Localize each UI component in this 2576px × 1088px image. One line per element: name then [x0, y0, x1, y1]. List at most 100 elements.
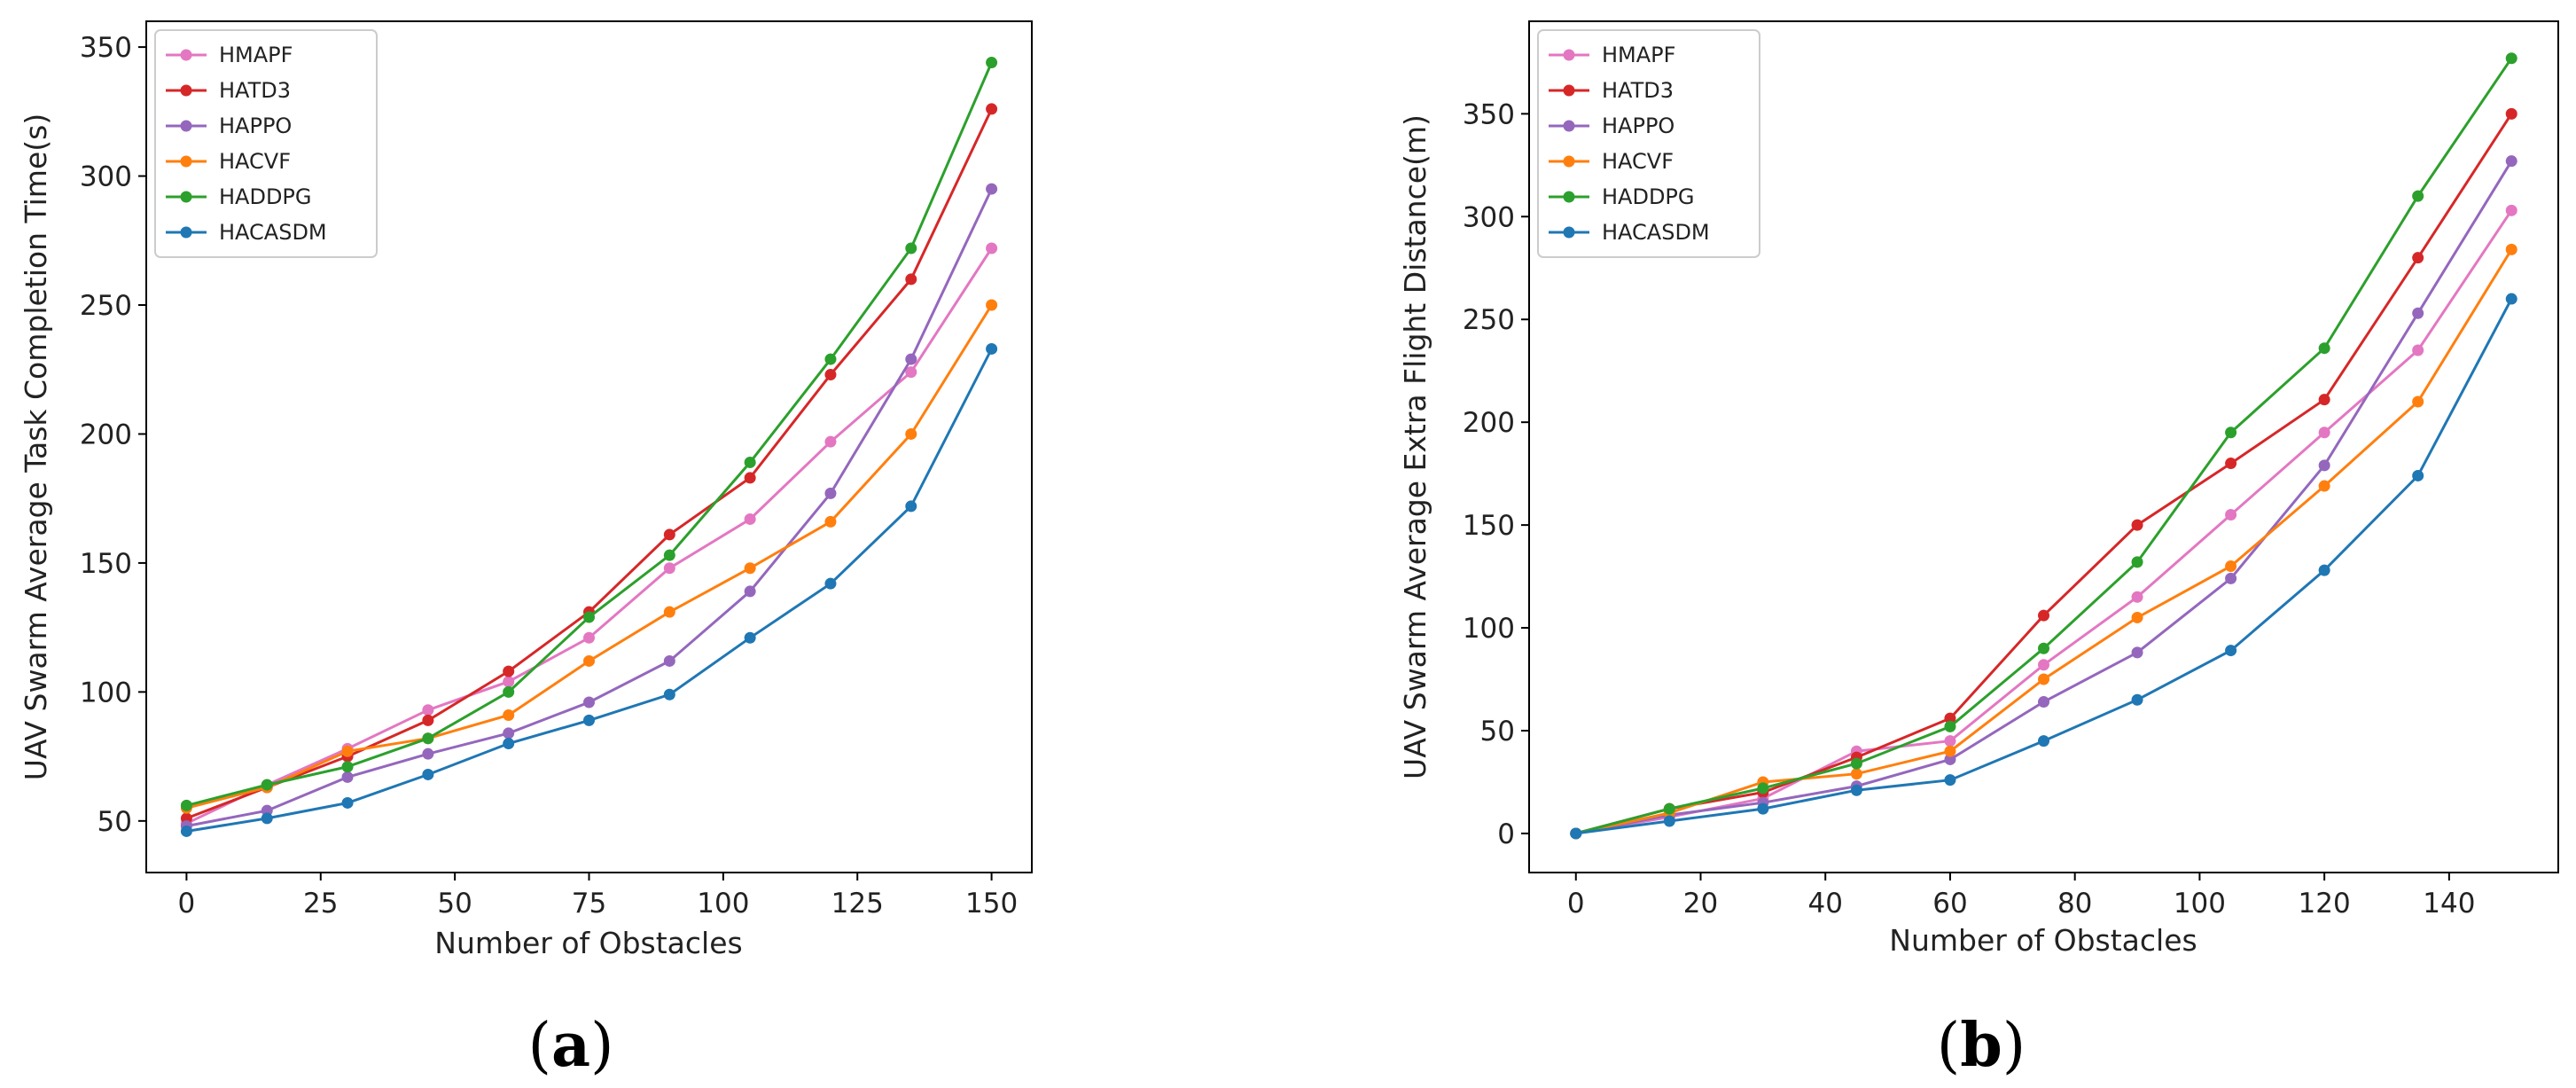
chart-a-point-haddpg	[905, 242, 917, 254]
chart-a-point-happo	[824, 487, 837, 499]
chart-a-legend-label-haddpg: HADDPG	[219, 184, 312, 209]
chart-a-point-hmapf	[663, 562, 675, 575]
chart-b-point-hacvf	[2131, 611, 2143, 623]
chart-a-legend-marker-haddpg	[180, 191, 192, 203]
chart-b-legend-label-hatd3: HATD3	[1602, 78, 1674, 103]
chart-a-point-haddpg	[744, 456, 756, 468]
chart-b-ytick-label: 150	[1463, 510, 1515, 542]
chart-a-ticks: 0 25 50 75 100 125 150 50 100 150 200 250 300 350	[80, 32, 1018, 920]
chart-a-point-hacvf	[341, 745, 354, 757]
chart-b-ytick-label: 100	[1463, 613, 1515, 645]
panel-label-a-letter: a	[551, 1010, 590, 1081]
chart-a-point-hatd3	[824, 369, 837, 381]
chart-b-point-hacvf	[2318, 480, 2330, 492]
chart-a-point-hacvf	[503, 709, 515, 722]
chart-a-point-hmapf	[905, 366, 917, 379]
chart-b-ytick-label: 300	[1463, 201, 1515, 233]
chart-b-ylabel: UAV Swarm Average Extra Flight Distance(…	[1398, 114, 1432, 779]
chart-a-point-hatd3	[422, 714, 434, 726]
chart-a-legend-label-hacasdm: HACASDM	[219, 220, 327, 245]
chart-b-legend-label-hmapf: HMAPF	[1602, 43, 1675, 67]
chart-a-ytick-label: 350	[80, 32, 132, 64]
chart-a-point-haddpg	[422, 732, 434, 745]
chart-b-point-hacvf	[2225, 560, 2237, 572]
chart-a-point-haddpg	[824, 353, 837, 365]
chart-b-point-haddpg	[1663, 802, 1675, 815]
chart-b-point-hatd3	[2505, 107, 2517, 120]
chart-b-xtick-label: 140	[2423, 888, 2475, 920]
chart-a-point-haddpg	[663, 549, 675, 561]
chart-a-ytick-label: 50	[98, 806, 132, 838]
chart-a-point-hacasdm	[583, 714, 595, 726]
chart-b-legend-marker-haddpg	[1563, 191, 1575, 203]
panel-label-a-open: (	[527, 1011, 551, 1081]
chart-a-point-happo	[583, 696, 595, 708]
chart-b-legend-label-haddpg: HADDPG	[1602, 184, 1695, 209]
chart-a-point-hacvf	[986, 299, 998, 311]
panel-label-b: (b)	[1937, 1010, 2026, 1081]
chart-a-point-hatd3	[905, 273, 917, 286]
chart-b-point-hacasdm	[1757, 802, 1769, 815]
chart-b-point-hacasdm	[1850, 784, 1862, 796]
chart-a-point-happo	[503, 727, 515, 740]
chart-a-point-hacvf	[583, 654, 595, 667]
chart-a-point-happo	[341, 771, 354, 783]
chart-a-point-happo	[986, 183, 998, 195]
chart-a-point-hacvf	[663, 606, 675, 618]
chart-b-point-happo	[2318, 459, 2330, 472]
panel-label-b-close: )	[2002, 1011, 2026, 1081]
chart-b-point-hacasdm	[2318, 564, 2330, 576]
chart-a-xtick-label: 25	[303, 888, 338, 920]
chart-b-point-hacvf	[2505, 243, 2517, 255]
chart-a-point-hacasdm	[744, 631, 756, 644]
chart-a-point-hatd3	[663, 528, 675, 541]
chart-b-point-hacasdm	[2505, 293, 2517, 305]
chart-a-point-haddpg	[583, 611, 595, 623]
chart-b-series	[1570, 52, 2517, 840]
chart-b-ticks: 0 20 40 60 80 100 120 140 0 50 100 150 200 250 300 350	[1463, 98, 2476, 920]
chart-a-point-haddpg	[180, 799, 192, 811]
chart-a-legend-label-happo: HAPPO	[219, 113, 292, 138]
chart-b-xlabel: Number of Obstacles	[1889, 923, 2197, 958]
chart-a-legend-marker-hacasdm	[180, 226, 192, 239]
chart-a-point-hatd3	[986, 103, 998, 115]
chart-a-point-happo	[744, 585, 756, 598]
chart-a-point-happo	[663, 654, 675, 667]
panel-label-b-letter: b	[1960, 1010, 2002, 1081]
chart-b-xtick-label: 100	[2174, 888, 2226, 920]
chart-a-point-happo	[422, 748, 434, 760]
panel-label-a-close: )	[590, 1011, 614, 1081]
chart-b-point-hatd3	[2038, 609, 2049, 622]
chart-a-ytick-label: 100	[80, 677, 132, 708]
chart-b-xtick-label: 80	[2057, 888, 2092, 920]
chart-a-legend-marker-hmapf	[180, 49, 192, 61]
chart-b-point-hacvf	[2038, 673, 2049, 685]
chart-b-point-happo	[2412, 307, 2424, 319]
chart-a-xtick-label: 125	[831, 888, 884, 920]
chart-b-xtick-label: 60	[1932, 888, 1967, 920]
chart-a-point-haddpg	[341, 761, 354, 773]
chart-b-legend-marker-hacasdm	[1563, 226, 1575, 239]
chart-a-point-hacasdm	[341, 796, 354, 809]
chart-b-legend-box	[1537, 29, 1760, 258]
chart-a-point-haddpg	[261, 779, 273, 791]
chart-a-ytick-label: 200	[80, 419, 132, 450]
chart-b-point-hmapf	[2131, 591, 2143, 603]
chart-b-point-hacasdm	[2412, 469, 2424, 481]
chart-a-point-hacasdm	[986, 342, 998, 355]
chart-b-point-hacasdm	[1570, 827, 1582, 840]
chart-a-legend-marker-hatd3	[180, 84, 192, 97]
chart-a-point-hacasdm	[824, 577, 837, 590]
chart-b-point-happo	[1944, 753, 1956, 765]
chart-a-legend-marker-happo	[180, 120, 192, 132]
chart-b-point-hatd3	[1944, 712, 1956, 724]
chart-a-point-hatd3	[503, 665, 515, 677]
chart-b-legend-marker-happo	[1563, 120, 1575, 132]
chart-a-legend-label-hatd3: HATD3	[219, 78, 291, 103]
chart-a-legend: HMAPF HATD3 HAPPO HACVF HADDPG HACASDM	[154, 29, 378, 258]
chart-b-point-haddpg	[1944, 720, 1956, 732]
chart-b-ytick-label: 250	[1463, 304, 1515, 336]
chart-a-point-hmapf	[583, 631, 595, 644]
chart-b-legend-marker-hmapf	[1563, 49, 1575, 61]
